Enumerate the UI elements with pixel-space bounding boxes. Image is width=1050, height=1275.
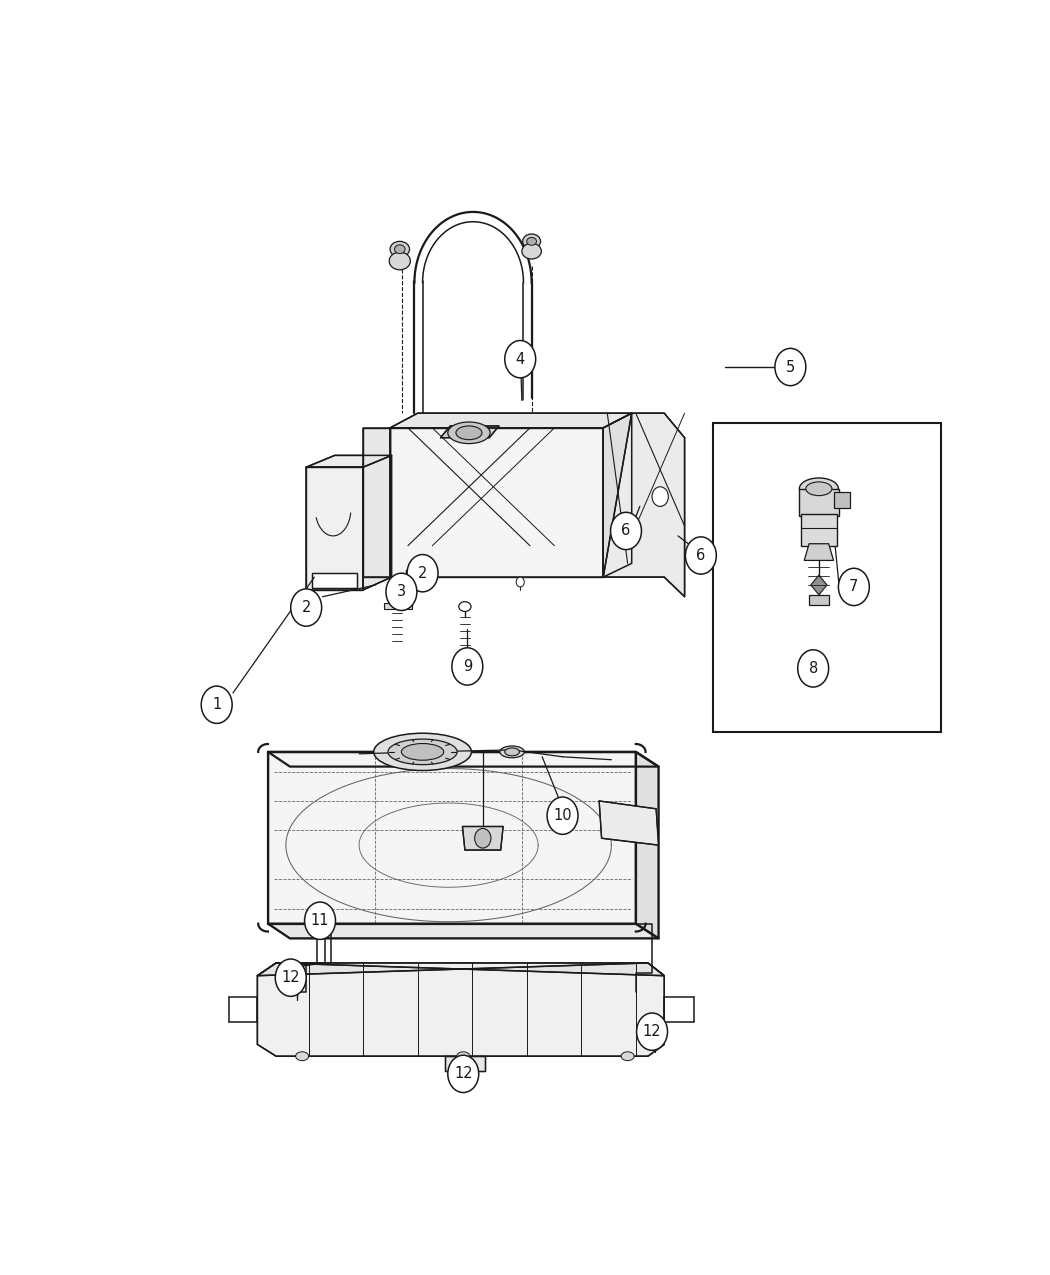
Polygon shape [462,826,503,850]
Ellipse shape [459,602,471,612]
Text: 6: 6 [696,548,706,564]
Circle shape [547,797,578,834]
Polygon shape [257,963,665,1056]
Ellipse shape [500,746,524,757]
Ellipse shape [401,743,444,760]
Ellipse shape [622,1052,634,1061]
Ellipse shape [395,245,405,254]
Circle shape [686,537,716,574]
Circle shape [406,574,418,586]
Polygon shape [798,488,839,516]
Polygon shape [363,428,390,578]
Ellipse shape [447,422,490,444]
Polygon shape [257,963,665,975]
Polygon shape [603,413,685,597]
Circle shape [636,1014,668,1051]
Circle shape [452,648,483,685]
Polygon shape [444,1056,485,1071]
Polygon shape [307,467,363,590]
Text: 8: 8 [808,660,818,676]
Ellipse shape [799,478,838,500]
Ellipse shape [505,748,520,756]
Circle shape [475,829,491,848]
Circle shape [407,555,438,592]
Text: 6: 6 [622,524,631,538]
FancyBboxPatch shape [713,423,941,732]
Polygon shape [390,413,632,428]
Text: 1: 1 [212,697,222,713]
Circle shape [202,686,232,723]
Polygon shape [810,594,828,604]
Text: 11: 11 [311,913,330,928]
Text: 12: 12 [454,1066,473,1081]
Ellipse shape [388,740,457,765]
Circle shape [386,574,417,611]
Text: 12: 12 [281,970,300,986]
Circle shape [275,959,307,996]
Text: 12: 12 [643,1024,662,1039]
Ellipse shape [390,241,410,258]
Text: 2: 2 [418,566,427,580]
Ellipse shape [374,733,471,770]
Polygon shape [363,455,392,590]
Ellipse shape [522,244,542,259]
Ellipse shape [527,237,537,245]
Polygon shape [635,752,658,938]
Ellipse shape [457,1052,469,1061]
Circle shape [517,578,524,586]
Polygon shape [268,923,658,938]
Polygon shape [307,455,392,467]
Polygon shape [600,801,658,845]
Circle shape [419,574,429,586]
Circle shape [447,1056,479,1093]
Polygon shape [312,574,357,588]
Polygon shape [801,514,837,546]
Circle shape [838,569,869,606]
Ellipse shape [390,252,411,270]
Ellipse shape [805,482,832,496]
Text: 10: 10 [553,808,572,824]
Circle shape [798,650,828,687]
Polygon shape [268,752,658,766]
Ellipse shape [296,1052,309,1061]
Circle shape [291,589,321,626]
Polygon shape [804,543,834,561]
Text: 2: 2 [301,601,311,615]
Text: 9: 9 [463,659,471,674]
Polygon shape [441,426,499,437]
Text: 4: 4 [516,352,525,367]
Polygon shape [268,752,635,923]
Text: 7: 7 [849,579,859,594]
Ellipse shape [456,426,482,440]
Circle shape [610,513,642,550]
Circle shape [304,903,336,940]
Text: 3: 3 [397,584,406,599]
Polygon shape [383,603,412,608]
Polygon shape [834,492,849,509]
Polygon shape [390,428,603,578]
Ellipse shape [391,581,404,590]
Circle shape [505,340,536,377]
Ellipse shape [523,235,541,249]
Polygon shape [406,570,430,586]
Polygon shape [811,575,827,594]
Circle shape [775,348,805,385]
Polygon shape [603,413,632,578]
Text: 5: 5 [785,360,795,375]
Circle shape [652,487,669,506]
